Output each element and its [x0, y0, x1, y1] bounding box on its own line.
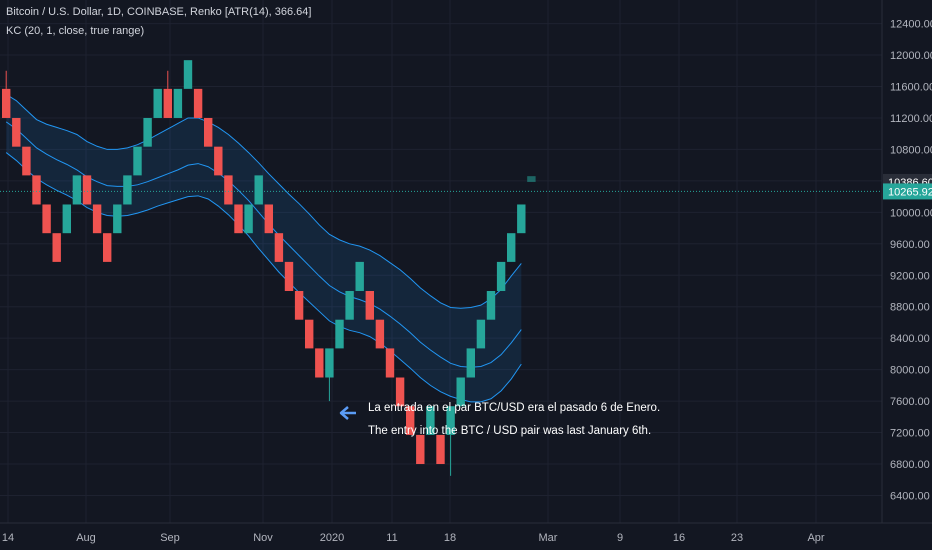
time-tick-label: 14 [2, 532, 14, 544]
time-tick-label: Apr [807, 532, 824, 544]
renko-brick [163, 88, 172, 118]
renko-brick [204, 117, 213, 147]
grid-lines [0, 0, 882, 523]
price-tick-label: 9200.00 [890, 270, 930, 282]
renko-brick [375, 319, 385, 349]
renko-brick [406, 406, 415, 435]
renko-brick [52, 233, 61, 262]
renko-brick [395, 377, 405, 407]
renko-brick [315, 348, 324, 378]
renko-brick [103, 233, 112, 262]
time-tick-label: 18 [444, 532, 456, 544]
renko-brick [365, 290, 374, 320]
price-tick-label: 8800.00 [890, 302, 930, 314]
renko-brick-pending [527, 176, 536, 182]
renko-brick [274, 233, 284, 262]
renko-brick [82, 175, 92, 205]
renko-brick [244, 204, 253, 234]
annotation-english: The entry into the BTC / USD pair was la… [368, 425, 652, 437]
price-label-text: 10265.92 [888, 186, 932, 198]
renko-brick [294, 290, 304, 320]
time-tick-label: Sep [160, 532, 180, 544]
renko-brick [22, 146, 31, 176]
renko-brick [345, 290, 354, 320]
renko-brick [183, 60, 193, 89]
keltner-middle-line [5, 121, 522, 368]
keltner-upper-line [5, 93, 522, 309]
time-tick-label: 9 [617, 532, 623, 544]
renko-brick [486, 290, 496, 320]
renko-brick [113, 204, 122, 234]
keltner-fill [6, 94, 522, 402]
renko-brick [72, 175, 82, 205]
annotation-spanish: La entrada en el par BTC/USD era el pasa… [368, 402, 661, 414]
renko-brick [507, 233, 516, 262]
time-tick-label: Aug [76, 532, 96, 544]
renko-brick [476, 319, 486, 349]
time-tick-label: 2020 [320, 532, 344, 544]
renko-brick [92, 204, 102, 234]
renko-brick [193, 88, 203, 118]
renko-brick [173, 88, 183, 118]
time-tick-label: 23 [731, 532, 743, 544]
left-arrow-icon [339, 406, 356, 420]
renko-brick [436, 434, 445, 465]
renko-brick [466, 348, 475, 378]
symbol-legend[interactable]: Bitcoin / U.S. Dollar, 1D, COINBASE, Ren… [6, 6, 312, 18]
renko-brick [446, 406, 455, 435]
price-axis[interactable]: 6400.00 6800.00 7200.00 7600.00 8000.00 8400.… [881, 0, 932, 523]
renko-brick [305, 319, 314, 349]
price-tick-label: 10800.00 [890, 144, 932, 156]
renko-brick [234, 204, 243, 234]
renko-brick [335, 319, 344, 349]
renko-brick [133, 146, 142, 176]
price-tick-label: 9600.00 [890, 239, 930, 251]
price-tick-label: 6800.00 [890, 459, 930, 471]
renko-brick [42, 204, 51, 234]
renko-brick [426, 406, 435, 435]
price-tick-label: 12000.00 [890, 50, 932, 62]
price-tick-label: 8000.00 [890, 365, 930, 377]
renko-brick [2, 88, 11, 118]
arrow-head [339, 406, 349, 420]
price-tick-label: 8400.00 [890, 333, 930, 345]
renko-brick [496, 261, 506, 291]
price-tick-label: 6400.00 [890, 490, 930, 502]
keltner-channel [5, 93, 522, 403]
renko-brick [416, 434, 425, 465]
indicator-legend[interactable]: KC (20, 1, close, true range) [6, 25, 145, 37]
renko-brick [32, 175, 41, 205]
renko-brick [385, 348, 395, 378]
renko-brick [143, 117, 152, 147]
time-tick-label: Nov [253, 532, 273, 544]
renko-brick [517, 204, 526, 234]
renko-brick [456, 377, 465, 407]
renko-brick [12, 117, 21, 147]
keltner-lower-line [5, 152, 522, 403]
price-tick-label: 11600.00 [890, 82, 932, 94]
time-axis[interactable]: 14 Aug Sep Nov 2020 11 18 Mar 9 16 23 Apr [0, 522, 932, 544]
renko-brick [123, 175, 132, 205]
price-tick-label: 12400.00 [890, 19, 932, 31]
renko-brick [153, 88, 162, 118]
renko-brick [62, 204, 71, 234]
renko-brick [355, 261, 364, 291]
renko-brick [325, 348, 334, 378]
price-label-box [883, 183, 932, 200]
renko-brick [264, 204, 273, 234]
price-tick-label: 7600.00 [890, 396, 930, 408]
renko-bricks [2, 60, 536, 476]
time-tick-label: 16 [673, 532, 685, 544]
time-tick-label: 11 [386, 532, 397, 544]
price-tick-label: 10000.00 [890, 207, 932, 219]
price-tick-label: 11200.00 [890, 113, 932, 125]
renko-brick [214, 146, 223, 176]
renko-brick [284, 261, 294, 291]
price-tick-label: 7200.00 [890, 428, 930, 440]
renko-brick [254, 175, 263, 205]
time-tick-label: Mar [539, 532, 558, 544]
renko-brick [224, 175, 233, 205]
